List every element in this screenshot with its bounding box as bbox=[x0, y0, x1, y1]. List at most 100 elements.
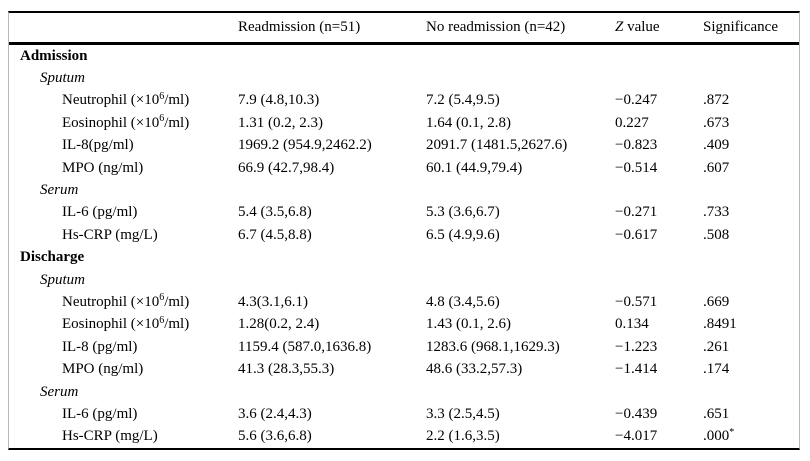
superscript-marker: 6 bbox=[159, 314, 165, 326]
row-label: IL-8(pg/ml) bbox=[62, 137, 134, 154]
row-label: Admission bbox=[20, 47, 88, 64]
value-cell: 0.134 bbox=[615, 316, 649, 333]
value-cell bbox=[703, 44, 799, 68]
value-cell: 1969.2 (954.9,2462.2) bbox=[238, 137, 372, 154]
value-cell: 41.3 (28.3,55.3) bbox=[238, 361, 335, 378]
value-cell: 1.28(0.2, 2.4) bbox=[238, 316, 320, 333]
superscript-marker: 6 bbox=[159, 90, 165, 102]
value-cell: 6.7 (4.5,8.8) bbox=[238, 226, 312, 243]
value-cell bbox=[615, 381, 703, 403]
superscript-marker: 6 bbox=[159, 113, 165, 125]
table-row-item: IL-8(pg/ml) 1969.2 (954.9,2462.2) 2091.7 (… bbox=[9, 135, 799, 157]
value-cell: .651 bbox=[703, 405, 730, 422]
value-cell: .607 bbox=[703, 159, 730, 176]
value-cell bbox=[426, 179, 615, 201]
value-cell: −0.247 bbox=[615, 92, 658, 109]
value-cell: 6.5 (4.9,9.6) bbox=[426, 226, 500, 243]
value-cell: 0.227 bbox=[615, 114, 649, 131]
table-frame: Readmission (n=51) No readmission (n=42)… bbox=[8, 11, 800, 451]
value-cell bbox=[238, 381, 426, 403]
value-cell: 60.1 (44.9,79.4) bbox=[426, 159, 523, 176]
value-cell: .669 bbox=[703, 293, 730, 310]
row-label: Sputum bbox=[40, 70, 85, 87]
value-cell: 1159.4 (587.0,1636.8) bbox=[238, 338, 372, 355]
header-row: Readmission (n=51) No readmission (n=42)… bbox=[9, 13, 799, 45]
row-label: MPO (ng/ml) bbox=[62, 159, 144, 176]
value-cell bbox=[426, 269, 615, 291]
value-cell bbox=[238, 179, 426, 201]
value-cell: .409 bbox=[703, 137, 730, 154]
value-cell: 4.3(3.1,6.1) bbox=[238, 293, 308, 310]
table-row-item: IL-6 (pg/ml) 5.4 (3.5,6.8) 5.3 (3.6,6.7) −0… bbox=[9, 202, 799, 224]
row-label: Neutrophil (×106/ml) bbox=[62, 90, 190, 109]
row-label: Serum bbox=[40, 383, 79, 400]
table-row-item: Neutrophil (×106/ml) 4.3(3.1,6.1) 4.8 (3.4… bbox=[9, 291, 799, 313]
table-row-item: IL-8 (pg/ml) 1159.4 (587.0,1636.8) 1283.6 … bbox=[9, 336, 799, 358]
table-row-item: MPO (ng/ml) 66.9 (42.7,98.4) 60.1 (44.9,79… bbox=[9, 157, 799, 179]
table-row-group: Sputum bbox=[9, 269, 799, 291]
table-row-section: Admission bbox=[9, 44, 799, 68]
row-label: Neutrophil (×106/ml) bbox=[62, 292, 190, 310]
value-cell: −0.571 bbox=[615, 293, 658, 310]
value-cell: .673 bbox=[703, 114, 730, 131]
value-cell bbox=[703, 179, 799, 201]
table-row-item: Neutrophil (×106/ml) 7.9 (4.8,10.3) 7.2 (5… bbox=[9, 90, 799, 112]
value-cell bbox=[426, 247, 615, 269]
value-cell bbox=[703, 269, 799, 291]
value-cell: 2091.7 (1481.5,2627.6) bbox=[426, 137, 568, 154]
value-cell: 66.9 (42.7,98.4) bbox=[238, 159, 335, 176]
value-cell: 7.2 (5.4,9.5) bbox=[426, 92, 500, 109]
row-label: Hs-CRP (mg/L) bbox=[62, 428, 158, 445]
table-row-section: Discharge bbox=[9, 247, 799, 269]
value-cell bbox=[238, 247, 426, 269]
superscript-marker: 6 bbox=[159, 292, 165, 304]
value-cell: 48.6 (33.2,57.3) bbox=[426, 361, 523, 378]
value-cell bbox=[615, 269, 703, 291]
value-cell: 5.6 (3.6,6.8) bbox=[238, 428, 312, 445]
row-label: IL-6 (pg/ml) bbox=[62, 204, 138, 221]
value-cell: 7.9 (4.8,10.3) bbox=[238, 92, 320, 109]
value-cell: −0.823 bbox=[615, 137, 658, 154]
value-cell bbox=[426, 381, 615, 403]
value-cell bbox=[238, 269, 426, 291]
value-cell: 3.3 (2.5,4.5) bbox=[426, 405, 500, 422]
value-cell bbox=[615, 67, 703, 89]
table-row-item: IL-6 (pg/ml) 3.6 (2.4,4.3) 3.3 (2.5,4.5) −0… bbox=[9, 403, 799, 425]
value-cell bbox=[703, 381, 799, 403]
value-cell: −1.414 bbox=[615, 361, 658, 378]
row-label: Eosinophil (×106/ml) bbox=[62, 314, 190, 333]
table-row-item: Eosinophil (×106/ml) 1.31 (0.2, 2.3) 1.64 … bbox=[9, 112, 799, 134]
row-label: Sputum bbox=[40, 271, 85, 288]
z-value-italic-z: Z bbox=[615, 19, 624, 35]
row-label: Hs-CRP (mg/L) bbox=[62, 226, 158, 243]
value-cell: −0.617 bbox=[615, 226, 658, 243]
value-cell bbox=[426, 67, 615, 89]
table-row-group: Serum bbox=[9, 179, 799, 201]
superscript-marker: * bbox=[729, 426, 735, 438]
header-no-readmission: No readmission (n=42) bbox=[426, 13, 615, 45]
value-cell: 3.6 (2.4,4.3) bbox=[238, 405, 312, 422]
value-cell: 2.2 (1.6,3.5) bbox=[426, 428, 500, 445]
value-cell: 4.8 (3.4,5.6) bbox=[426, 293, 500, 310]
table-body: Admission Sputum Neutrophil (×106/ml) 7.9 (… bbox=[9, 44, 799, 449]
row-label: Serum bbox=[40, 182, 79, 199]
row-label: Eosinophil (×106/ml) bbox=[62, 113, 190, 131]
table-row-group: Sputum bbox=[9, 67, 799, 89]
value-cell: 1.31 (0.2, 2.3) bbox=[238, 114, 323, 131]
row-label: MPO (ng/ml) bbox=[62, 361, 144, 378]
value-cell bbox=[703, 67, 799, 89]
table-row-item: Hs-CRP (mg/L) 5.6 (3.6,6.8) 2.2 (1.6,3.5) −… bbox=[9, 426, 799, 448]
value-cell: .733 bbox=[703, 204, 730, 221]
row-label: IL-6 (pg/ml) bbox=[62, 405, 138, 422]
value-cell: 5.3 (3.6,6.7) bbox=[426, 204, 500, 221]
header-z-value: Z value bbox=[615, 13, 703, 45]
header-empty-cell bbox=[9, 13, 238, 45]
value-cell bbox=[238, 67, 426, 89]
table-row-group: Serum bbox=[9, 381, 799, 403]
row-label: IL-8 (pg/ml) bbox=[62, 338, 138, 355]
value-cell: −1.223 bbox=[615, 338, 658, 355]
header-significance: Significance bbox=[703, 13, 799, 45]
value-cell bbox=[615, 179, 703, 201]
value-cell bbox=[615, 247, 703, 269]
